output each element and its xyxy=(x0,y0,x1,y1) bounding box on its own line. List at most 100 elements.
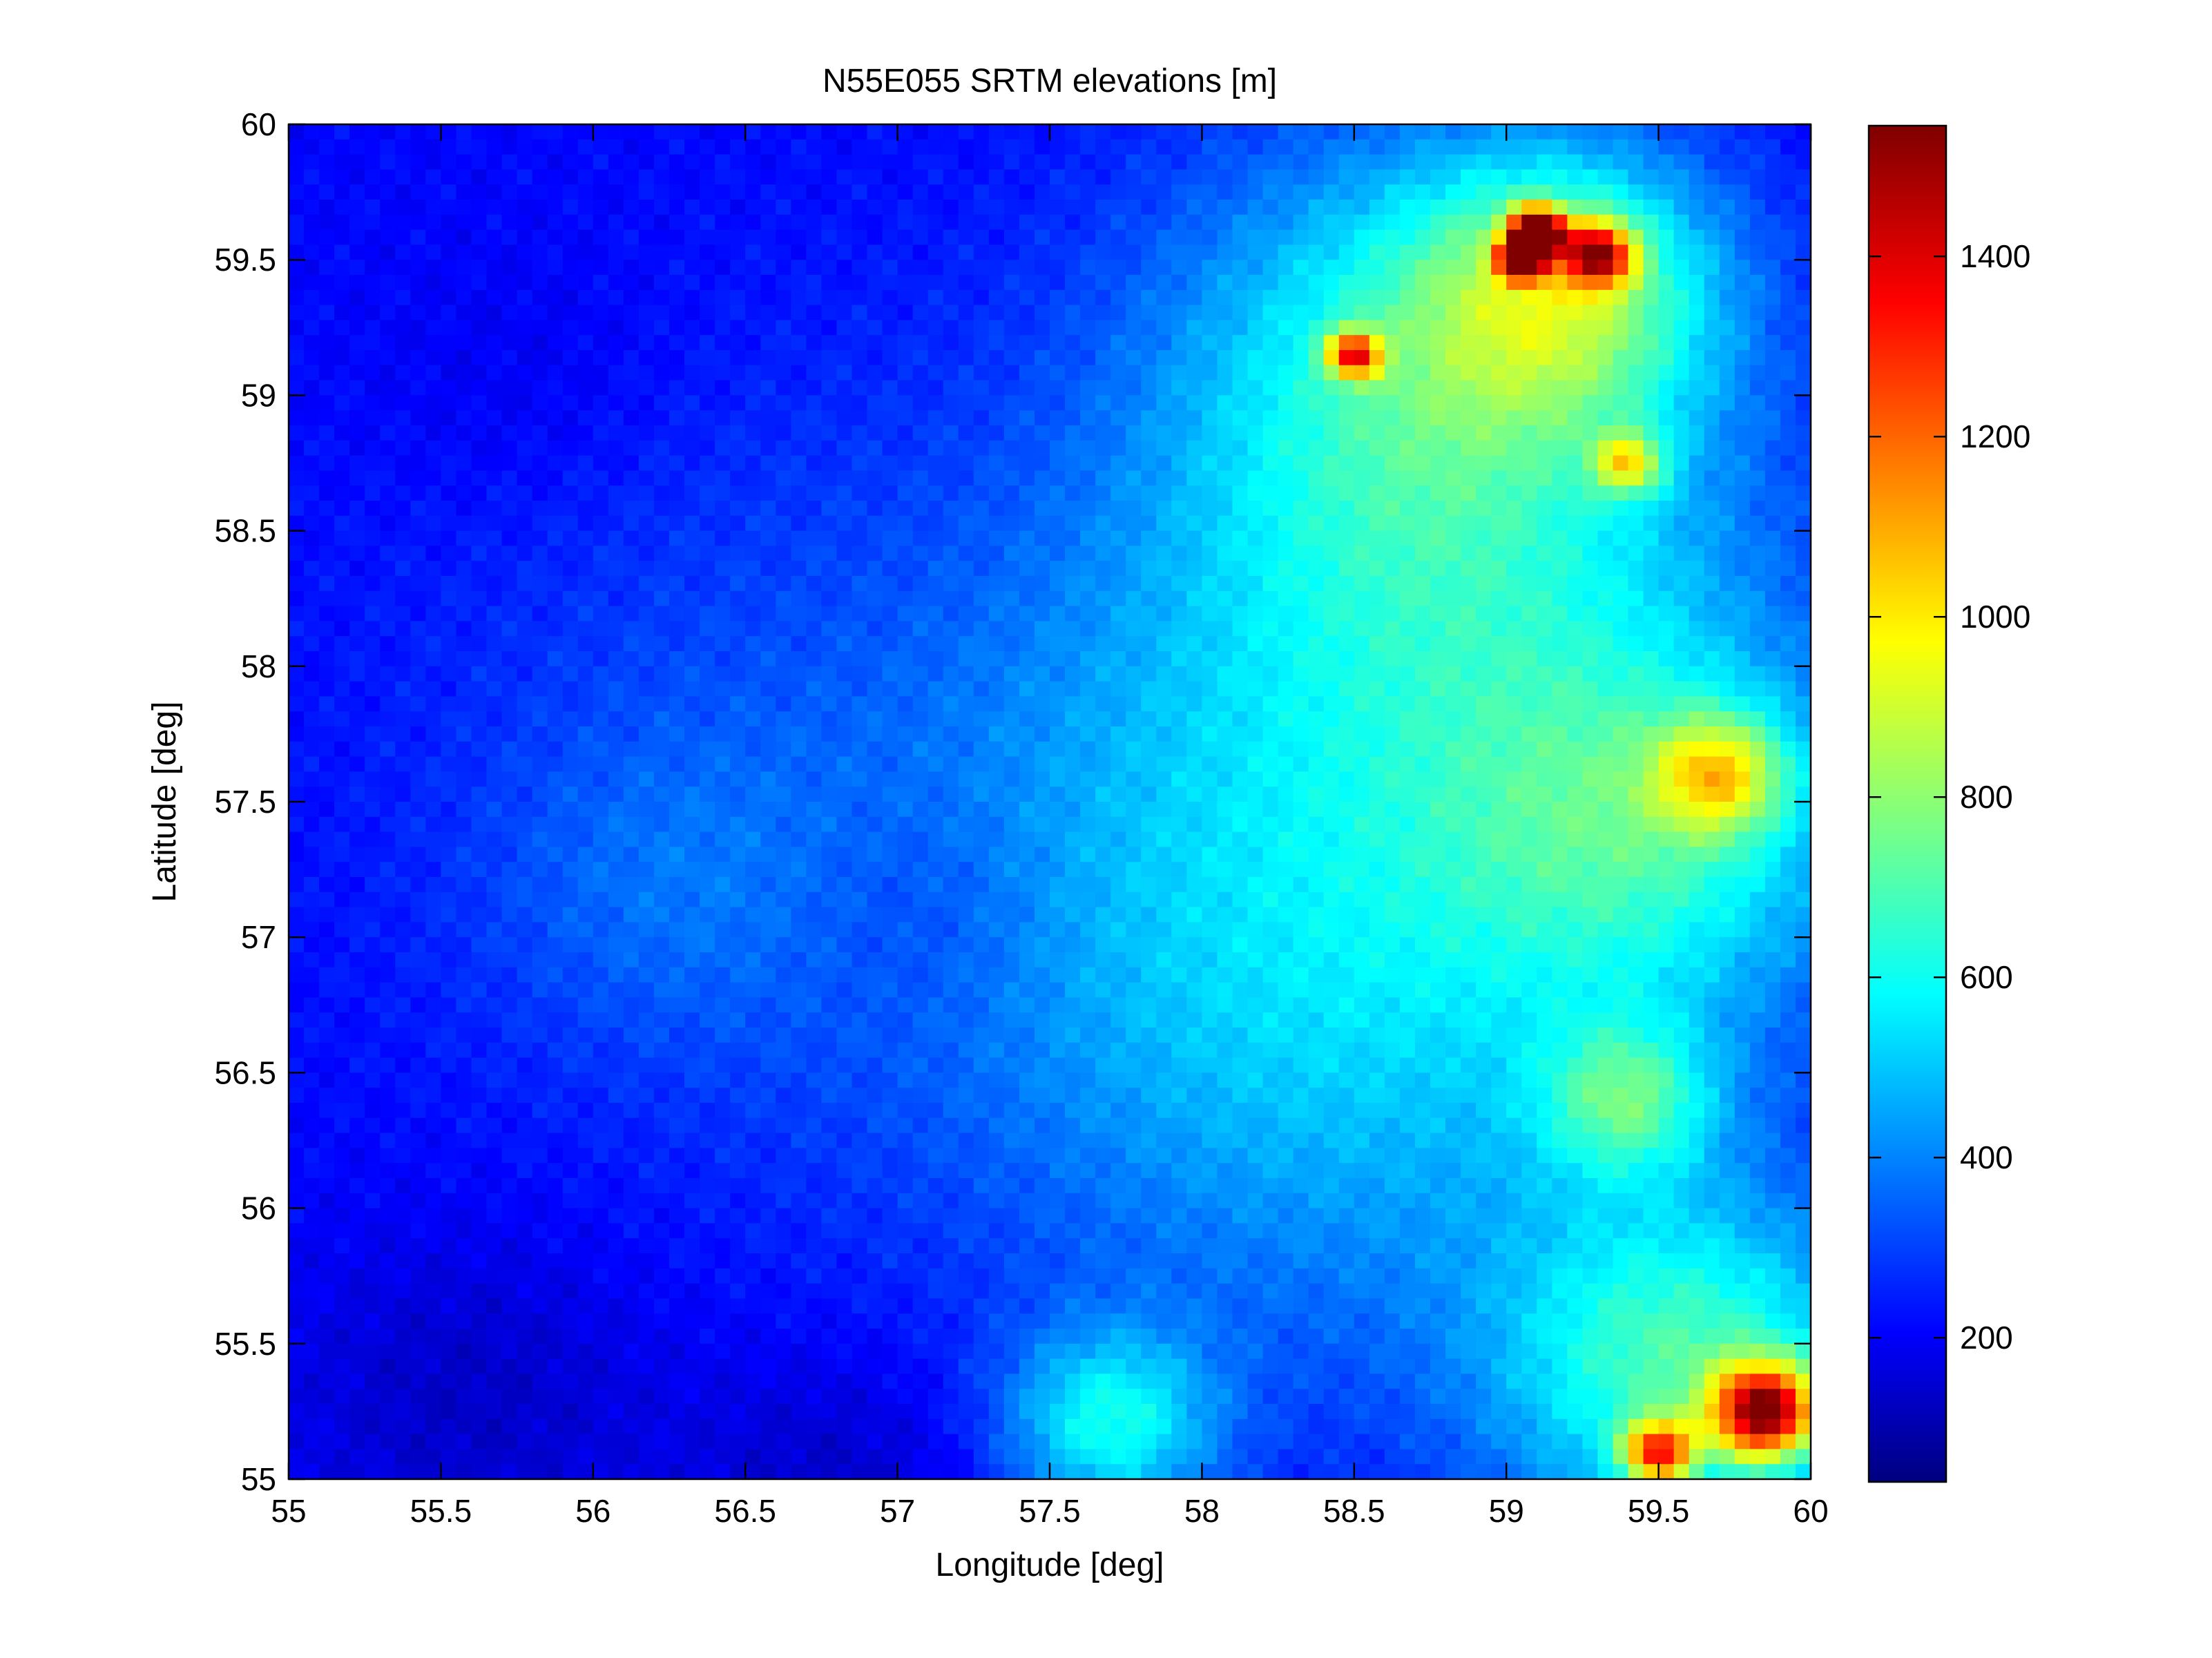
heatmap-cell xyxy=(776,711,792,727)
heatmap-cell xyxy=(1597,787,1614,802)
heatmap-cell xyxy=(927,365,944,381)
heatmap-cell xyxy=(745,787,762,802)
heatmap-cell xyxy=(562,681,579,697)
heatmap-cell xyxy=(1186,320,1203,336)
heatmap-cell xyxy=(776,244,792,260)
heatmap-cell xyxy=(1795,816,1811,833)
heatmap-cell xyxy=(1065,154,1081,171)
heatmap-cell xyxy=(349,711,365,727)
heatmap-cell xyxy=(304,816,320,833)
heatmap-cell xyxy=(836,410,853,426)
heatmap-cell xyxy=(1338,169,1355,185)
heatmap-cell xyxy=(1323,651,1340,667)
heatmap-cell xyxy=(334,621,350,637)
heatmap-cell xyxy=(593,501,609,517)
heatmap-cell xyxy=(1293,590,1309,607)
heatmap-cell xyxy=(1795,380,1811,396)
heatmap-cell xyxy=(1095,335,1111,351)
heatmap-cell xyxy=(1506,621,1523,637)
heatmap-cell xyxy=(1461,485,1477,501)
heatmap-cell xyxy=(577,485,594,501)
heatmap-cell xyxy=(1384,485,1401,501)
heatmap-cell xyxy=(1217,154,1233,171)
heatmap-cell xyxy=(1643,229,1660,246)
heatmap-cell xyxy=(1780,455,1796,472)
heatmap-cell xyxy=(593,546,609,561)
heatmap-cell xyxy=(1567,576,1584,592)
heatmap-cell xyxy=(349,154,365,171)
heatmap-cell xyxy=(304,275,320,291)
heatmap-cell xyxy=(1537,169,1553,185)
heatmap-cell xyxy=(365,606,381,622)
heatmap-cell xyxy=(593,200,609,215)
heatmap-cell xyxy=(623,289,639,306)
heatmap-cell xyxy=(1293,305,1309,321)
heatmap-cell xyxy=(1186,154,1203,171)
heatmap-cell xyxy=(1506,410,1523,426)
heatmap-cell xyxy=(776,365,792,381)
heatmap-cell xyxy=(1582,410,1599,426)
heatmap-cell xyxy=(1643,621,1660,637)
heatmap-cell xyxy=(1338,485,1355,501)
heatmap-cell xyxy=(1521,275,1538,291)
heatmap-cell xyxy=(1003,501,1020,517)
heatmap-cell xyxy=(304,590,320,607)
heatmap-cell xyxy=(1567,816,1584,833)
heatmap-cell xyxy=(425,711,442,727)
heatmap-cell xyxy=(882,305,898,321)
heatmap-cell xyxy=(1780,184,1796,200)
heatmap-cell xyxy=(319,831,335,848)
heatmap-cell xyxy=(1704,139,1720,155)
heatmap-cell xyxy=(1445,365,1461,381)
heatmap-cell xyxy=(1232,831,1249,848)
heatmap-cell xyxy=(973,726,990,742)
heatmap-cell xyxy=(1171,666,1188,682)
heatmap-cell xyxy=(730,380,746,396)
heatmap-cell xyxy=(1658,726,1675,742)
heatmap-cell xyxy=(1247,756,1264,773)
heatmap-cell xyxy=(943,485,959,501)
heatmap-cell xyxy=(1095,169,1111,185)
heatmap-cell xyxy=(958,862,974,878)
heatmap-cell xyxy=(1050,275,1066,291)
heatmap-cell xyxy=(1186,440,1203,456)
heatmap-cell xyxy=(1445,305,1461,321)
heatmap-cell xyxy=(1491,485,1507,501)
heatmap-cell xyxy=(730,214,746,231)
heatmap-cell xyxy=(1537,260,1553,276)
heatmap-cell xyxy=(1171,470,1188,486)
heatmap-cell xyxy=(517,787,533,802)
heatmap-cell xyxy=(988,651,1005,667)
heatmap-cell xyxy=(1034,741,1050,758)
heatmap-cell xyxy=(1369,470,1385,486)
heatmap-cell xyxy=(1202,365,1218,381)
heatmap-cell xyxy=(441,305,457,321)
heatmap-cell xyxy=(715,440,731,456)
heatmap-cell xyxy=(395,847,412,862)
heatmap-cell xyxy=(776,862,792,878)
heatmap-cell xyxy=(700,831,715,848)
heatmap-cell xyxy=(1065,831,1081,848)
heatmap-cell xyxy=(1232,200,1249,215)
heatmap-cell xyxy=(776,169,792,185)
heatmap-cell xyxy=(669,275,685,291)
heatmap-cell xyxy=(791,862,807,878)
heatmap-cell xyxy=(1749,305,1766,321)
heatmap-cell xyxy=(562,365,579,381)
heatmap-cell xyxy=(471,831,488,848)
heatmap-cell xyxy=(425,561,442,577)
heatmap-cell xyxy=(1186,862,1203,878)
heatmap-cell xyxy=(425,169,442,185)
heatmap-cell xyxy=(1461,530,1477,547)
heatmap-cell xyxy=(1567,561,1584,577)
heatmap-cell xyxy=(1095,305,1111,321)
heatmap-cell xyxy=(821,395,838,411)
heatmap-cell xyxy=(1308,485,1325,501)
heatmap-cell xyxy=(486,440,503,456)
heatmap-cell xyxy=(1156,787,1173,802)
heatmap-cell xyxy=(821,816,838,833)
heatmap-cell xyxy=(623,501,639,517)
heatmap-cell xyxy=(882,862,898,878)
heatmap-cell xyxy=(1141,320,1157,336)
heatmap-cell xyxy=(517,440,533,456)
